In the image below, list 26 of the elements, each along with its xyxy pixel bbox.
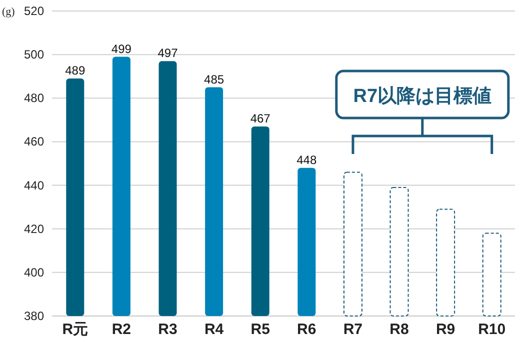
x-tick-label: R7: [343, 321, 363, 338]
x-tick-label: R6: [297, 321, 316, 338]
y-tick-label: 520: [24, 4, 44, 18]
data-label: 448: [296, 152, 317, 167]
x-tick-label: R4: [204, 321, 224, 338]
y-tick-label: 400: [24, 265, 44, 280]
x-tick-label: R9: [436, 321, 456, 338]
x-tick-label: R8: [390, 321, 409, 338]
annotation: R7以降は目標値: [353, 85, 492, 107]
data-label: 467: [250, 111, 271, 126]
data-label: 499: [111, 42, 132, 56]
data-label: 489: [65, 64, 86, 78]
y-tick-label: 460: [24, 134, 44, 149]
y-tick-label: 440: [24, 178, 44, 192]
y-tick-label: 500: [24, 48, 44, 62]
data-label: 497: [158, 46, 178, 60]
x-tick-label: R元: [62, 321, 88, 338]
x-tick-label: R10: [478, 321, 506, 338]
x-tick-label: R2: [112, 321, 132, 338]
x-tick-label: R3: [158, 321, 178, 338]
y-tick-label: 420: [24, 222, 44, 236]
data-label: 485: [204, 72, 224, 86]
x-tick-label: R5: [250, 321, 270, 338]
y-tick-label: 380: [24, 309, 44, 323]
y-tick-label: 480: [24, 91, 44, 106]
y-axis-title: (g): [2, 6, 16, 18]
